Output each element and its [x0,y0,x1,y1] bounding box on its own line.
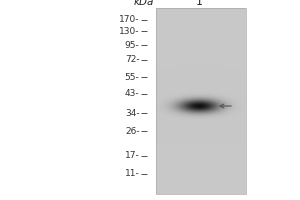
Text: 1: 1 [196,0,203,7]
Text: 72-: 72- [125,55,140,64]
Text: kDa: kDa [134,0,154,7]
Text: 11-: 11- [125,170,140,178]
Text: 130-: 130- [119,26,140,36]
Text: 95-: 95- [125,40,140,49]
Text: 34-: 34- [125,108,140,117]
Text: 17-: 17- [125,152,140,160]
Bar [156,8,246,194]
Bar [156,8,246,194]
Text: 43-: 43- [125,90,140,98]
Text: 55-: 55- [125,72,140,82]
Text: 26-: 26- [125,127,140,136]
Text: 170-: 170- [119,16,140,24]
